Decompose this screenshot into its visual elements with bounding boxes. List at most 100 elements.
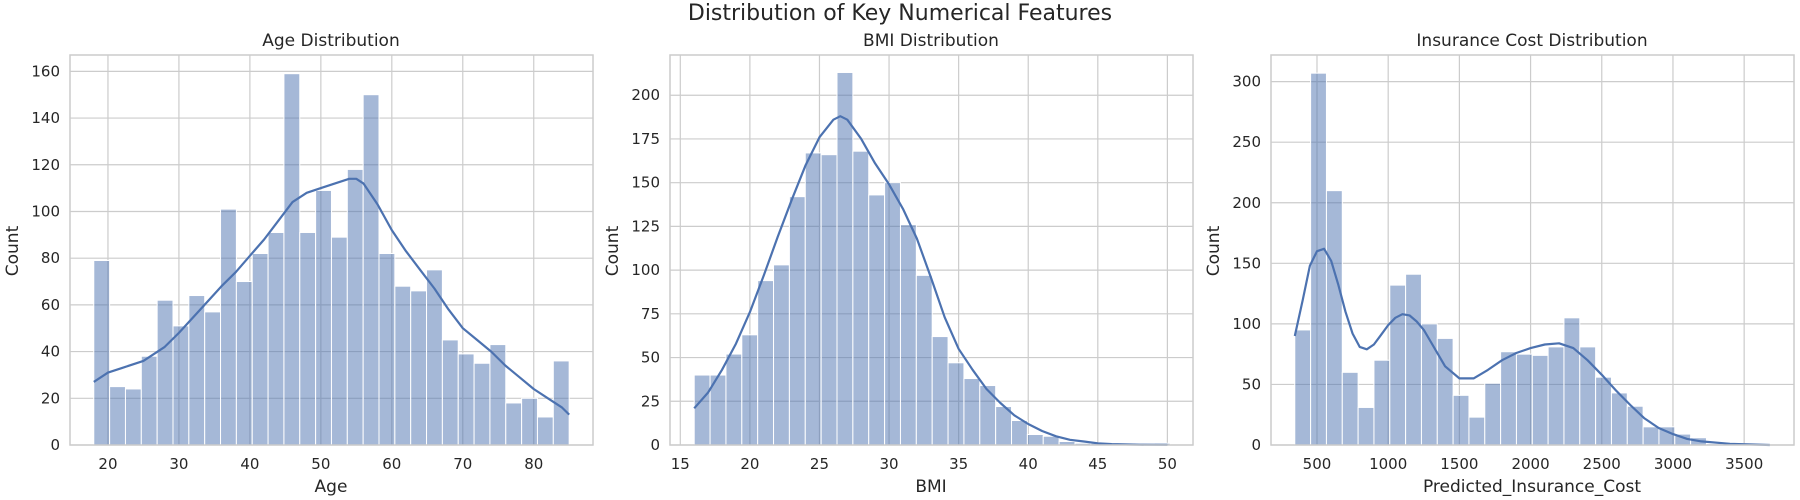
x-tick-label: 50 [1158,455,1177,473]
bmi-distribution-chart: BMI Distribution BMI Count 15 20 25 30 35 40 4… [603,31,1194,497]
y-tick-label: 0 [1251,436,1261,454]
y-tick-label: 150 [1232,254,1261,272]
y-tick-label: 160 [31,62,60,80]
x-tick-label: 2500 [1583,455,1621,473]
y-tick-label: 200 [631,86,660,104]
kde-curve [693,115,1168,446]
histogram-bar [1341,371,1359,446]
x-tick-label: 20 [98,455,117,473]
histogram-bar [741,334,759,446]
histogram-bar [394,285,412,446]
x-tick-label: 1000 [1369,455,1407,473]
y-tick-label: 100 [631,261,660,279]
histogram-bar [1547,346,1565,446]
y-tick-label: 175 [631,130,660,148]
histogram-bar [884,182,901,446]
chart-title: Age Distribution [262,31,399,51]
histogram-bar [1420,323,1438,446]
x-axis-label: Age [315,477,348,497]
histogram-bar [1389,284,1407,446]
histogram-bar [836,71,854,446]
axes-frame [669,54,1194,446]
histogram-bar [773,264,790,446]
histogram-bar [1357,406,1375,446]
histogram-bar [283,73,301,446]
histogram-bar [693,374,711,446]
histogram-bar [915,274,933,446]
histogram-bar [362,94,380,446]
y-tick-label: 50 [1242,375,1261,393]
histogram-bar [1626,405,1644,446]
histogram-bar [1325,190,1343,446]
y-tick-label: 50 [641,349,660,367]
kde-curve [93,177,570,416]
histogram-bar [251,253,269,446]
y-axis-label: Count [1204,225,1224,276]
kde-curve [1293,247,1770,447]
histogram-bar [1515,353,1533,446]
histogram-bar [473,362,491,446]
y-tick-label: 120 [31,156,60,174]
histogram-bar [109,386,126,446]
chart-title: Insurance Cost Distribution [1416,31,1647,51]
histogram-bar [235,281,253,446]
x-tick-label: 30 [169,455,188,473]
y-tick-label: 200 [1232,194,1261,212]
histogram-bar [346,168,364,446]
histogram-bar [1595,376,1612,446]
histogram-bar [124,388,142,446]
insurance-cost-distribution-chart: Insurance Cost Distribution Predicted_In… [1204,31,1795,497]
histogram-bar [852,150,870,446]
y-tick-label: 0 [50,436,60,454]
histogram-bar [1405,273,1422,446]
y-tick-label: 300 [1232,73,1261,91]
histogram-bar [93,260,111,446]
histogram-bar [172,325,190,446]
y-axis-label: Count [3,225,23,276]
x-axis-label: Predicted_Insurance_Cost [1423,477,1641,497]
x-tick-label: 20 [740,455,759,473]
histogram-bar [788,196,806,446]
x-tick-label: 2000 [1511,455,1549,473]
histogram-bar [1563,317,1581,446]
histogram-bar [267,231,285,446]
histogram-bar [899,224,917,446]
axes-frame [69,54,594,446]
axes-frame [1270,54,1795,446]
x-tick-label: 3000 [1654,455,1692,473]
histogram-bar [378,253,396,446]
y-tick-label: 40 [41,343,60,361]
histogram-bar [820,154,838,446]
histogram-bar [330,236,348,446]
histogram-bar [963,378,981,446]
x-tick-label: 40 [1019,455,1038,473]
histogram-bar [1436,337,1454,446]
histogram-bars [93,73,570,446]
histogram-bar [1373,359,1391,446]
x-tick-label: 70 [453,455,472,473]
histogram-bar [156,299,174,446]
y-tick-label: 0 [650,436,660,454]
histogram-bar [204,311,222,446]
figure-title: Distribution of Key Numerical Features [688,1,1112,26]
histogram-bar [536,416,554,446]
y-tick-label: 140 [31,109,60,127]
histogram-bar [410,290,428,446]
y-tick-label: 75 [641,305,660,323]
y-axis-label: Count [603,225,623,276]
histogram-bar [1452,394,1470,446]
histogram-bar [947,362,965,446]
x-tick-label: 500 [1303,455,1332,473]
x-tick-label: 30 [880,455,899,473]
histogram-bar [931,336,949,446]
histogram-bar [1531,354,1549,446]
histogram-bar [868,194,886,446]
histogram-bar [140,355,158,446]
chart-title: BMI Distribution [863,31,999,51]
x-tick-label: 25 [810,455,829,473]
histogram-bar [220,208,237,446]
x-tick-label: 60 [382,455,401,473]
histogram-bar [804,152,822,446]
histogram-bar [1468,416,1486,446]
